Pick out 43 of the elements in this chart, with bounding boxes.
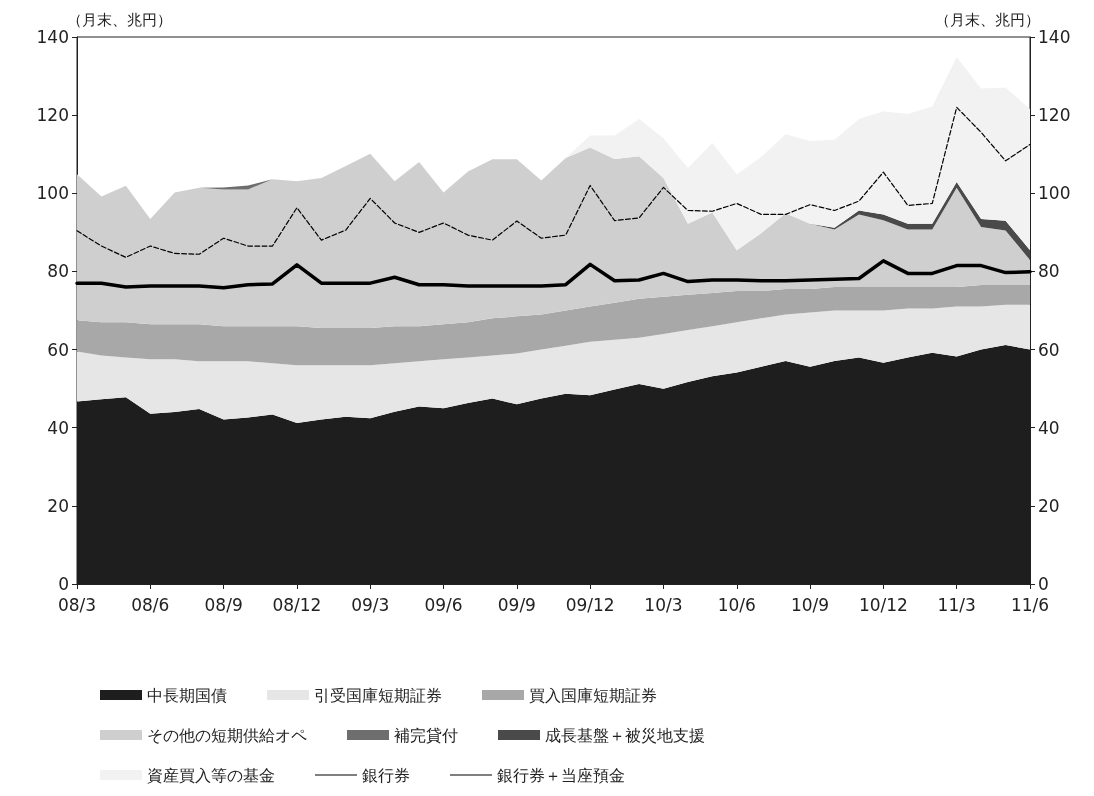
legend-label: 買入国庫短期証券 xyxy=(529,685,657,705)
x-tick-label: 09/6 xyxy=(424,594,463,615)
x-tick-label: 10/12 xyxy=(858,594,908,615)
y2-tick-label: 20 xyxy=(1038,495,1060,516)
y-tick-label: 120 xyxy=(36,105,69,126)
x-tick-label: 10/3 xyxy=(644,594,683,615)
x-tick-label: 09/9 xyxy=(497,594,536,615)
x-tick-label: 10/9 xyxy=(790,594,830,615)
legend-label: 銀行券＋当座預金 xyxy=(497,765,625,785)
x-tick-label: 08/9 xyxy=(204,594,243,615)
legend-label: 成長基盤＋被災地支援 xyxy=(545,725,705,745)
y2-tick-label: 80 xyxy=(1038,261,1060,282)
legend-label: 資産買入等の基金 xyxy=(147,765,275,785)
legend-label: 引受国庫短期証券 xyxy=(314,685,442,705)
y2-tick-label: 60 xyxy=(1038,339,1060,360)
y2-tick-label: 0 xyxy=(1038,574,1049,594)
legend-label: 銀行券 xyxy=(362,765,410,785)
line-series xyxy=(76,106,1031,258)
y2-tick-label: 40 xyxy=(1038,417,1060,438)
y-tick-label: 140 xyxy=(36,27,69,47)
x-tick-label: 09/12 xyxy=(565,594,615,615)
legend-label: 中長期国債 xyxy=(147,685,227,705)
legend-label: 補完貸付 xyxy=(394,725,458,745)
y2-tick-label: 140 xyxy=(1038,27,1071,47)
y-tick-label: 40 xyxy=(47,417,69,438)
line-series xyxy=(75,259,1032,290)
y2-tick-label: 120 xyxy=(1038,105,1071,126)
y-tick-label: 60 xyxy=(47,339,69,360)
y2-tick-label: 100 xyxy=(1038,183,1071,204)
x-tick-label: 09/3 xyxy=(351,594,390,615)
y-tick-label: 100 xyxy=(36,183,69,204)
x-tick-label: 10/6 xyxy=(717,594,756,615)
x-tick-label: 11/6 xyxy=(1010,594,1050,615)
y2-axis-title: （月末、兆円） xyxy=(935,10,1040,29)
x-tick-label: 08/12 xyxy=(272,594,322,615)
legend-label: その他の短期供給オペ xyxy=(147,725,307,745)
x-tick-label: 08/3 xyxy=(57,594,97,615)
y-axis-title: （月末、兆円） xyxy=(67,10,172,29)
x-tick-label: 08/6 xyxy=(131,594,170,615)
y-tick-label: 0 xyxy=(58,574,69,594)
y-tick-label: 80 xyxy=(47,261,69,282)
y-tick-label: 20 xyxy=(47,495,69,516)
x-tick-label: 11/3 xyxy=(937,594,976,615)
